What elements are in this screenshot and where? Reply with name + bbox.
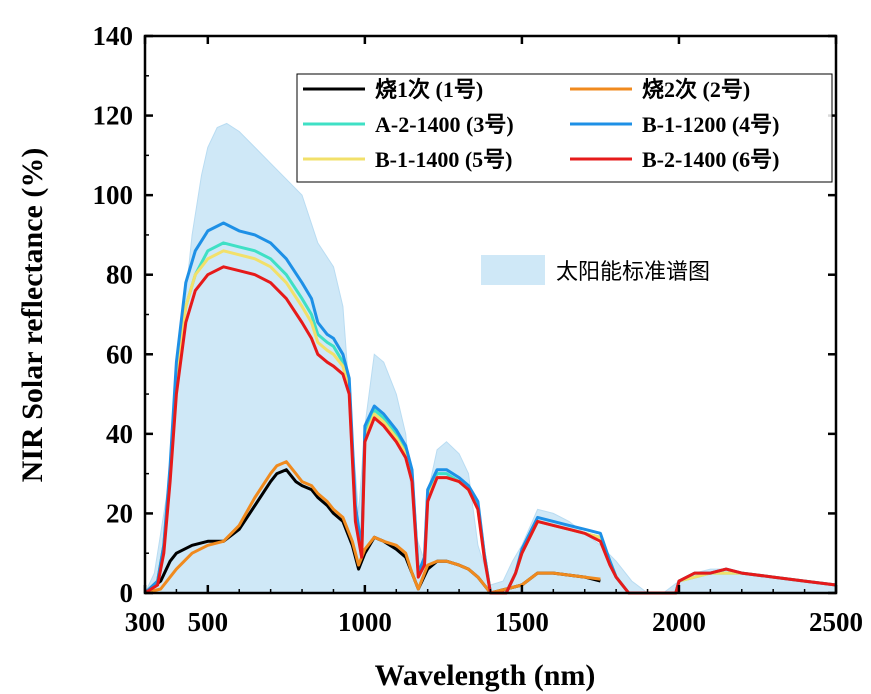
x-tick-label: 2500 [809,607,863,637]
x-tick-label: 300 [125,607,166,637]
y-tick-label: 0 [120,578,134,608]
y-tick-label: 140 [93,21,134,51]
reference-area-layer [144,122,837,594]
y-tick-label: 80 [106,260,133,290]
legend-label-6: B-2-1400 (6号) [642,147,779,172]
y-tick-label: 100 [93,180,134,210]
x-tick-label: 1500 [495,607,549,637]
ticks-layer: 300 500 1000 1500 2000 2500 0 20 40 60 80 100 120 140 [93,21,864,637]
series-layer [143,221,837,595]
legend-label-4: B-1-1200 (4号) [642,112,779,137]
y-tick-label: 120 [93,101,134,131]
area-legend-label: 太阳能标准谱图 [556,260,710,285]
y-tick-label: 20 [106,498,133,528]
x-tick-label: 2000 [652,607,706,637]
y-tick-label: 40 [106,419,133,449]
area-legend-swatch [481,255,545,285]
area-legend: 太阳能标准谱图 [481,255,710,285]
x-axis-title: Wavelength (nm) [375,659,596,692]
legend-label-5: B-1-1400 (5号) [375,147,512,172]
legend: 烧1次 (1号) 烧2次 (2号) A-2-1400 (3号) B-1-1200 (4… [296,73,833,183]
legend-label-1: 烧1次 (1号) [375,77,483,102]
y-axis-title: NIR Solar reflectance (%) [16,148,49,483]
y-tick-label: 60 [106,339,133,369]
x-tick-label: 1000 [338,607,392,637]
series-line-6 [144,265,837,595]
legend-label-3: A-2-1400 (3号) [375,112,514,137]
legend-label-2: 烧2次 (2号) [642,77,750,102]
reference-spectrum-area [144,122,837,594]
x-tick-label: 500 [188,607,229,637]
